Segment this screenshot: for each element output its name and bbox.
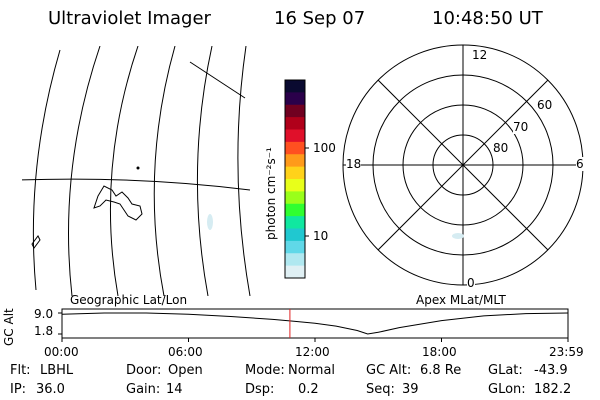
colorbar-cell — [285, 265, 305, 279]
altitude-xtick: 18:00 — [422, 345, 457, 359]
door-value: Open — [168, 363, 203, 378]
altitude-xtick: 23:59 — [549, 345, 584, 359]
gain-value: 14 — [166, 382, 183, 397]
island-outline — [93, 185, 143, 221]
colorbar-cell — [285, 203, 305, 217]
emission-patch — [452, 233, 464, 239]
glat-label: GLat: — [488, 363, 523, 378]
colorbar-cell — [285, 80, 305, 93]
glon-label: GLon: — [488, 382, 526, 397]
ip-label: IP: — [10, 382, 27, 397]
location-dot — [136, 166, 140, 170]
polar-axis — [377, 79, 549, 251]
mlat-label-60: 60 — [537, 98, 553, 112]
altitude-ylabel: GC Alt — [2, 308, 16, 346]
emission-patch — [207, 214, 213, 230]
altitude-xtick: 12:00 — [295, 345, 330, 359]
seq-value: 39 — [402, 382, 419, 397]
gcalt-value: 6.8 Re — [420, 363, 462, 378]
colorbar-cell — [285, 154, 305, 168]
colorbar-cell — [285, 216, 305, 229]
colorbar-cell — [285, 253, 305, 267]
island-outline — [31, 235, 41, 249]
colorbar-cell — [285, 117, 305, 130]
mlt-label-0: 0 — [467, 276, 475, 290]
colorbar-cell — [285, 92, 305, 106]
meridian-line — [237, 46, 251, 296]
colorbar-tick-label: 100 — [313, 141, 336, 155]
meridian-line — [32, 49, 61, 291]
colorbar-cell — [285, 179, 305, 192]
gain-label: Gain: — [126, 382, 161, 397]
colorbar-cell — [285, 191, 305, 205]
colorbar-cell — [285, 166, 305, 180]
page-title: Ultraviolet Imager — [48, 8, 211, 29]
ip-value: 36.0 — [36, 382, 65, 397]
mlt-label-12: 12 — [472, 48, 488, 62]
glat-value: -43.9 — [534, 363, 568, 378]
mlt-label-18: 18 — [346, 157, 362, 171]
parallel-line — [189, 61, 246, 99]
altitude-ytick: 9.0 — [34, 307, 54, 321]
colorbar-cell — [285, 141, 305, 155]
polar-panel-label: Apex MLat/MLT — [416, 293, 506, 307]
altitude-series-line — [61, 312, 569, 335]
mlat-label-70: 70 — [513, 120, 529, 134]
gcalt-label: GC Alt: — [366, 363, 412, 378]
mlat-label-80: 80 — [493, 141, 509, 155]
colorbar-cell — [285, 228, 305, 242]
seq-label: Seq: — [366, 382, 395, 397]
geo-panel-label: Geographic Lat/Lon — [70, 293, 188, 307]
altitude-xtick: 06:00 — [168, 345, 203, 359]
parallel-line — [22, 178, 251, 191]
colorbar-cell — [285, 240, 305, 254]
altitude-ytick: 1.8 — [34, 324, 54, 338]
colorbar-tick-label: 10 — [313, 229, 329, 243]
mode-label: Mode: — [245, 363, 285, 378]
date-label: 16 Sep 07 — [274, 8, 366, 29]
colorbar-cell — [285, 129, 305, 143]
meridian-line — [68, 46, 101, 296]
altitude-xtick: 00:00 — [44, 345, 79, 359]
dsp-value: 0.2 — [298, 382, 319, 397]
dsp-label: Dsp: — [245, 382, 275, 397]
filter-label: Flt: — [10, 363, 31, 378]
colorbar-cell — [285, 104, 305, 118]
meridian-line — [109, 46, 139, 296]
time-label: 10:48:50 UT — [432, 8, 543, 29]
glon-value: 182.2 — [534, 382, 572, 397]
mlt-label-6: 6 — [576, 157, 584, 171]
filter-value: LBHL — [40, 363, 74, 378]
mode-value: Normal — [288, 363, 336, 378]
meridian-line — [196, 46, 213, 296]
door-label: Door: — [126, 363, 162, 378]
meridian-line — [153, 46, 176, 296]
